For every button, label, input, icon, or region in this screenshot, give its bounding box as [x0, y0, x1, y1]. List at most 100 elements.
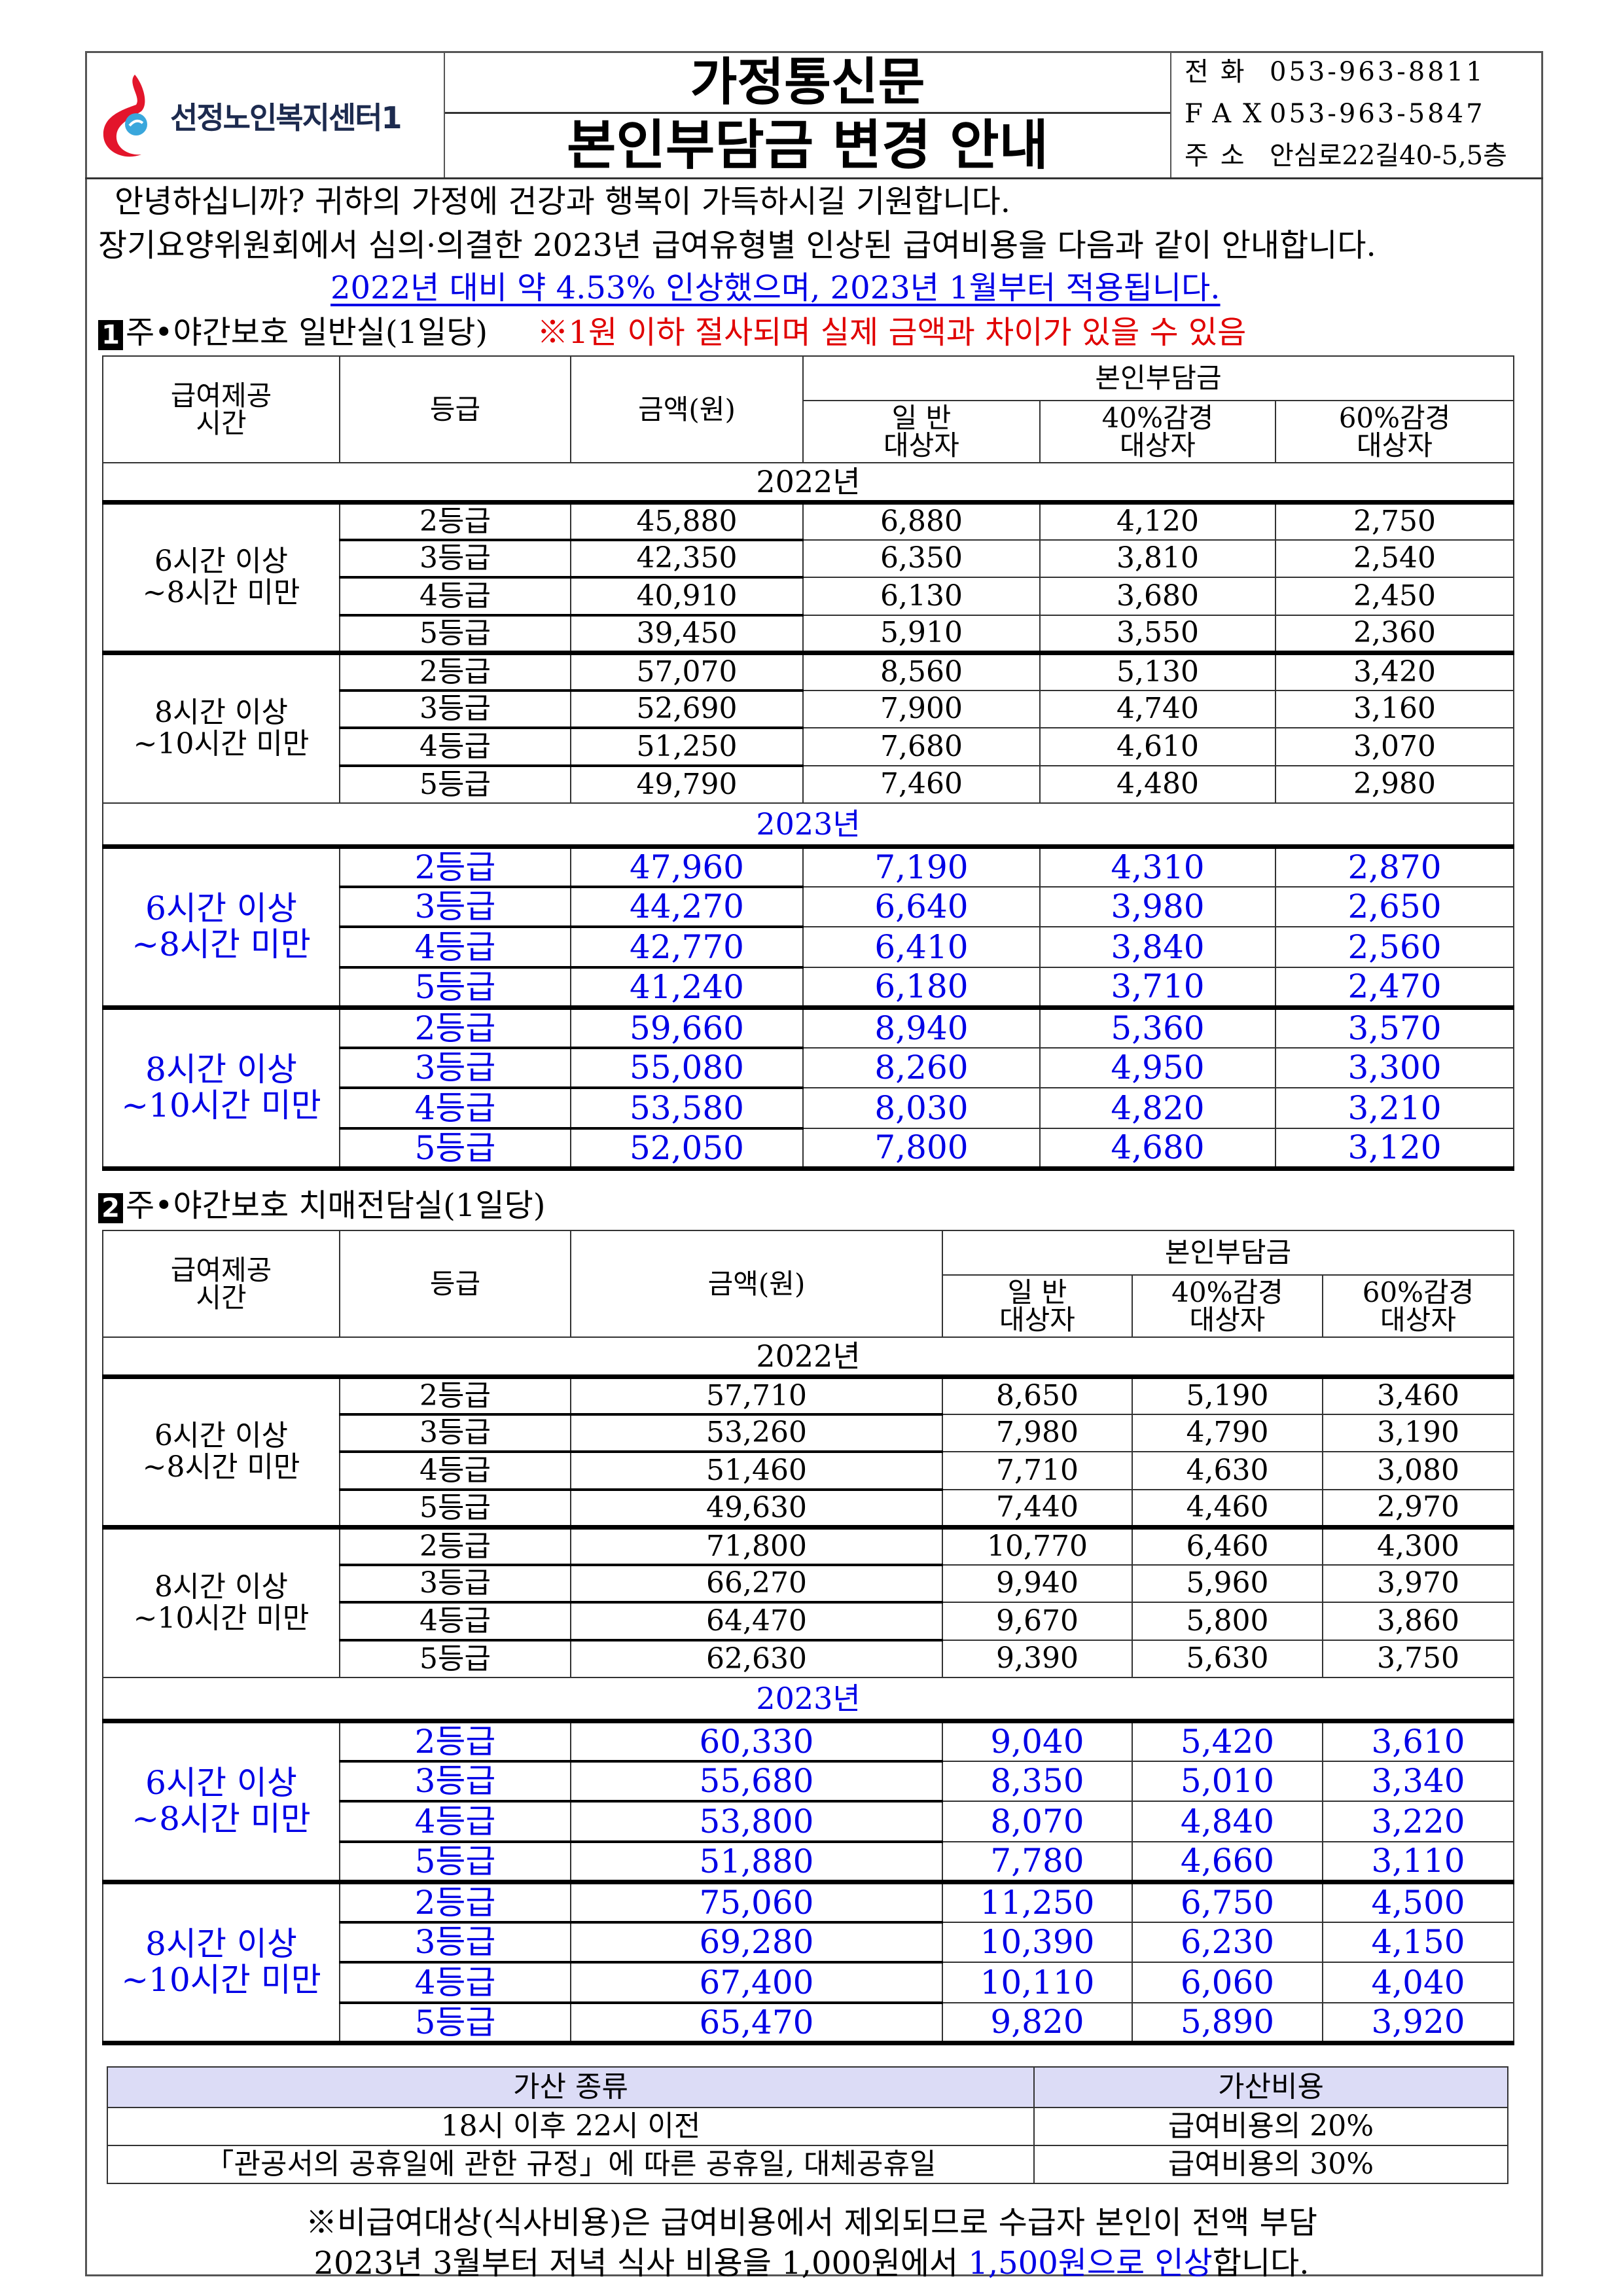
grade-cell: 5등급: [339, 614, 571, 653]
contact-info: 전화 053-963-8811 FAX053-963-5847 주소 안심로22길4…: [1171, 51, 1543, 177]
grade-cell: 2등급: [339, 1718, 571, 1763]
letter-header: 선정노인복지센터1 가정통신문 본인부담금 변경 안내 전화 053-963-88…: [85, 51, 1543, 179]
general-copay-cell: 8,070: [942, 1801, 1133, 1842]
table-row: 3등급 55,680 8,350 5,010 3,340: [103, 1760, 1515, 1803]
table-row: 3등급 53,260 7,980 4,790 3,190: [103, 1413, 1515, 1453]
meal-price-note: 2023년 3월부터 저녁 식사 비용을 1,000원에서 1,500원으로 인…: [0, 2237, 1623, 2283]
time-range-cell: 6시간 이상 ~8시간 미만: [102, 844, 340, 1008]
reduced40-copay-cell: 5,130: [1039, 650, 1276, 691]
table-row: 6시간 이상 ~8시간 미만 2등급 57,710 8,650 5,190 3,460: [102, 1374, 1515, 1528]
grade-cell: 2등급: [339, 650, 571, 692]
amount-cell: 62,630: [570, 1639, 943, 1678]
reduced60-copay-cell: 4,150: [1321, 1921, 1515, 1963]
table-row: 3등급 69,280 10,390 6,230 4,150: [103, 1921, 1515, 1964]
grade-cell: 3등급: [339, 539, 571, 579]
general-copay-cell: 10,390: [942, 1921, 1133, 1963]
amount-header: 금액(원): [570, 355, 804, 463]
table-row: 3등급 44,270 6,640 3,980 2,650: [103, 886, 1515, 928]
reduced40-copay-cell: 6,750: [1132, 1879, 1323, 1923]
rate-table-dementia: 급여제공 시간 등급 금액(원) 본인부담금 일 반 대상자 40%감경 대상자 60%감경…: [101, 1230, 1515, 2045]
amount-cell: 66,270: [570, 1564, 943, 1604]
grade-cell: 4등급: [339, 1602, 571, 1641]
amount-cell: 49,630: [570, 1488, 943, 1528]
general-copay-cell: 7,710: [942, 1451, 1133, 1490]
reduced40-copay-cell: 4,480: [1039, 764, 1276, 804]
general-copay-cell: 8,260: [802, 1047, 1041, 1088]
amount-cell: 67,400: [570, 1962, 943, 2004]
reduced60-copay-cell: 3,080: [1321, 1451, 1515, 1490]
surcharge-type: 「관공서의 공휴일에 관한 규정」에 따른 공휴일, 대체공휴일: [107, 2145, 1035, 2184]
general-copay-cell: 9,670: [942, 1602, 1133, 1641]
reduced60-copay-cell: 2,560: [1274, 926, 1515, 968]
grade-cell: 4등급: [339, 926, 571, 969]
table-row: 6시간 이상 ~8시간 미만 2등급 47,960 7,190 4,310 2,870: [102, 844, 1515, 1008]
grade-cell: 4등급: [339, 1451, 571, 1491]
surcharge-cost: 급여비용의 30%: [1033, 2145, 1508, 2184]
header-subrow: 일 반 대상자 40%감경 대상자 60%감경 대상자: [103, 1274, 1515, 1338]
reduced60-copay-cell: 2,750: [1274, 499, 1515, 541]
reduced40-copay-cell: 3,980: [1039, 886, 1276, 927]
year-row: 2023년: [101, 802, 1515, 847]
reduced60-copay-cell: 2,360: [1274, 614, 1515, 653]
reduced40-copay-cell: 4,310: [1039, 844, 1276, 888]
amount-cell: 42,770: [570, 926, 804, 969]
grade-cell: 3등급: [339, 1921, 571, 1964]
reduced40-copay-cell: 5,890: [1132, 2001, 1323, 2043]
general-copay-cell: 10,770: [942, 1524, 1133, 1566]
grade-cell: 3등급: [339, 1564, 571, 1604]
amount-cell: 53,800: [570, 1801, 943, 1843]
reduced60-copay-cell: 2,540: [1274, 539, 1515, 578]
general-header: 일 반 대상자: [802, 400, 1041, 463]
reduced40-copay-cell: 3,810: [1039, 539, 1276, 578]
reduced40-copay-cell: 4,820: [1039, 1087, 1276, 1129]
logo-cell: 선정노인복지센터1: [85, 51, 445, 177]
table-row: 3등급 42,350 6,350 3,810 2,540: [103, 539, 1515, 579]
amount-cell: 52,690: [570, 689, 804, 729]
grade-cell: 5등급: [339, 764, 571, 804]
grade-cell: 4등급: [339, 1087, 571, 1130]
amount-cell: 51,880: [570, 1840, 943, 1882]
surcharge-cost-header: 가산비용: [1033, 2066, 1508, 2108]
grade-cell: 4등급: [339, 1962, 571, 2004]
time-header: 급여제공 시간: [102, 1230, 340, 1338]
amount-header: 금액(원): [570, 1230, 943, 1338]
amount-cell: 47,960: [570, 844, 804, 888]
general-copay-cell: 6,130: [802, 577, 1041, 616]
reduced60-header: 60%감경 대상자: [1274, 400, 1515, 463]
grade-cell: 5등급: [339, 1488, 571, 1528]
amount-cell: 45,880: [570, 499, 804, 541]
reduced60-copay-cell: 4,500: [1321, 1879, 1515, 1923]
reduced40-copay-cell: 6,230: [1132, 1921, 1323, 1963]
reduced40-copay-cell: 3,550: [1039, 614, 1276, 653]
address-label: 주소: [1185, 141, 1257, 171]
amount-cell: 57,710: [570, 1374, 943, 1416]
rate-table-general: 급여제공 시간 등급 금액(원) 본인부담금 일 반 대상자 40%감경 대상자 60%감경…: [101, 355, 1515, 1171]
year-label: 2022년: [101, 462, 1515, 503]
reduced40-copay-cell: 4,740: [1039, 689, 1276, 728]
reduced60-copay-cell: 3,860: [1321, 1602, 1515, 1641]
reduced40-copay-cell: 4,610: [1039, 727, 1276, 766]
reduced60-copay-cell: 3,190: [1321, 1413, 1515, 1452]
increase-highlight: 2022년 대비 약 4.53% 인상했으며, 2023년 1월부터 적용됩니다…: [330, 270, 1221, 306]
reduced40-copay-cell: 4,680: [1039, 1127, 1276, 1169]
reduced60-copay-cell: 2,650: [1274, 886, 1515, 927]
general-copay-cell: 7,680: [802, 727, 1041, 766]
grade-cell: 5등급: [339, 966, 571, 1008]
header-row: 급여제공 시간 등급 금액(원) 본인부담금: [102, 355, 1515, 463]
table-row: 5등급 41,240 6,180 3,710 2,470: [103, 966, 1515, 1008]
surcharge-type-header: 가산 종류: [107, 2066, 1035, 2108]
reduced60-copay-cell: 3,920: [1321, 2001, 1515, 2043]
reduced40-copay-cell: 6,060: [1132, 1962, 1323, 2003]
grade-cell: 3등급: [339, 689, 571, 729]
reduced40-copay-cell: 4,950: [1039, 1047, 1276, 1088]
general-copay-cell: 7,190: [802, 844, 1041, 888]
reduced40-copay-cell: 3,710: [1039, 966, 1276, 1008]
amount-cell: 44,270: [570, 886, 804, 928]
table-row: 8시간 이상 ~10시간 미만 2등급 59,660 8,940 5,360 3,570: [102, 1005, 1515, 1169]
table-row: 5등급 62,630 9,390 5,630 3,750: [103, 1639, 1515, 1678]
amount-cell: 75,060: [570, 1879, 943, 1924]
year-row: 2022년: [101, 1336, 1515, 1377]
grade-cell: 2등급: [339, 1005, 571, 1049]
meal-note-suffix: 합니다.: [1212, 2245, 1310, 2282]
time-range-cell: 6시간 이상 ~8시간 미만: [102, 1718, 340, 1882]
